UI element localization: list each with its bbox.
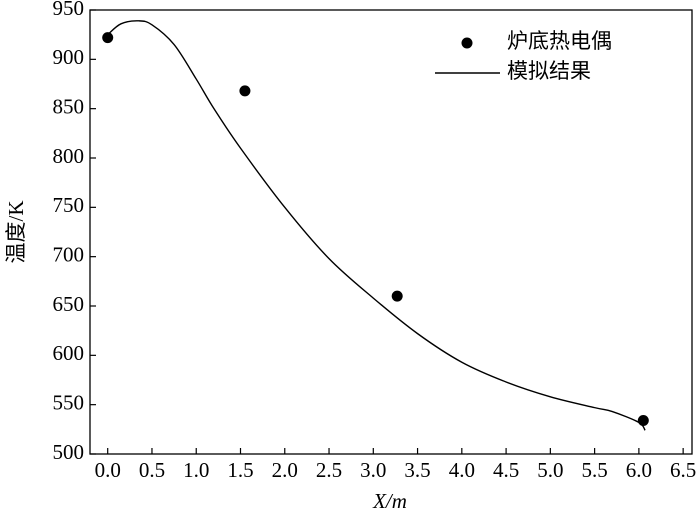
y-tick-label: 550 xyxy=(53,390,85,414)
y-tick-label: 800 xyxy=(53,144,85,168)
x-tick-label: 5.0 xyxy=(537,458,563,482)
x-tick-label: 5.5 xyxy=(581,458,607,482)
x-tick-label: 6.0 xyxy=(626,458,652,482)
data-point xyxy=(102,32,114,44)
x-tick-label: 2.5 xyxy=(316,458,342,482)
y-axis-label: 温度/K xyxy=(4,201,28,264)
sim-line xyxy=(107,20,646,431)
y-tick-label: 900 xyxy=(53,45,85,69)
y-tick-label: 700 xyxy=(53,242,85,266)
x-tick-label: 2.0 xyxy=(272,458,298,482)
x-tick-label: 1.5 xyxy=(227,458,253,482)
x-tick-label: 4.0 xyxy=(449,458,475,482)
x-tick-label: 6.5 xyxy=(670,458,696,482)
plot-frame xyxy=(89,9,693,455)
y-tick-label: 500 xyxy=(53,440,85,464)
data-point xyxy=(239,85,251,97)
y-tick-label: 950 xyxy=(53,0,85,20)
x-tick-label: 0.5 xyxy=(139,458,165,482)
x-axis-label: X/m xyxy=(372,489,407,513)
y-tick-label: 600 xyxy=(53,341,85,365)
legend-label: 炉底热电偶 xyxy=(507,29,612,53)
x-tick-label: 4.5 xyxy=(493,458,519,482)
legend-label: 模拟结果 xyxy=(507,59,591,83)
y-tick-label: 850 xyxy=(53,94,85,118)
data-point xyxy=(637,414,649,426)
y-tick-label: 750 xyxy=(53,193,85,217)
y-tick-label: 650 xyxy=(53,292,85,316)
legend-marker xyxy=(461,37,473,49)
x-tick-label: 0.0 xyxy=(95,458,121,482)
x-tick-label: 3.0 xyxy=(360,458,386,482)
x-tick-label: 1.0 xyxy=(183,458,209,482)
x-tick-label: 3.5 xyxy=(404,458,430,482)
data-point xyxy=(391,290,403,302)
